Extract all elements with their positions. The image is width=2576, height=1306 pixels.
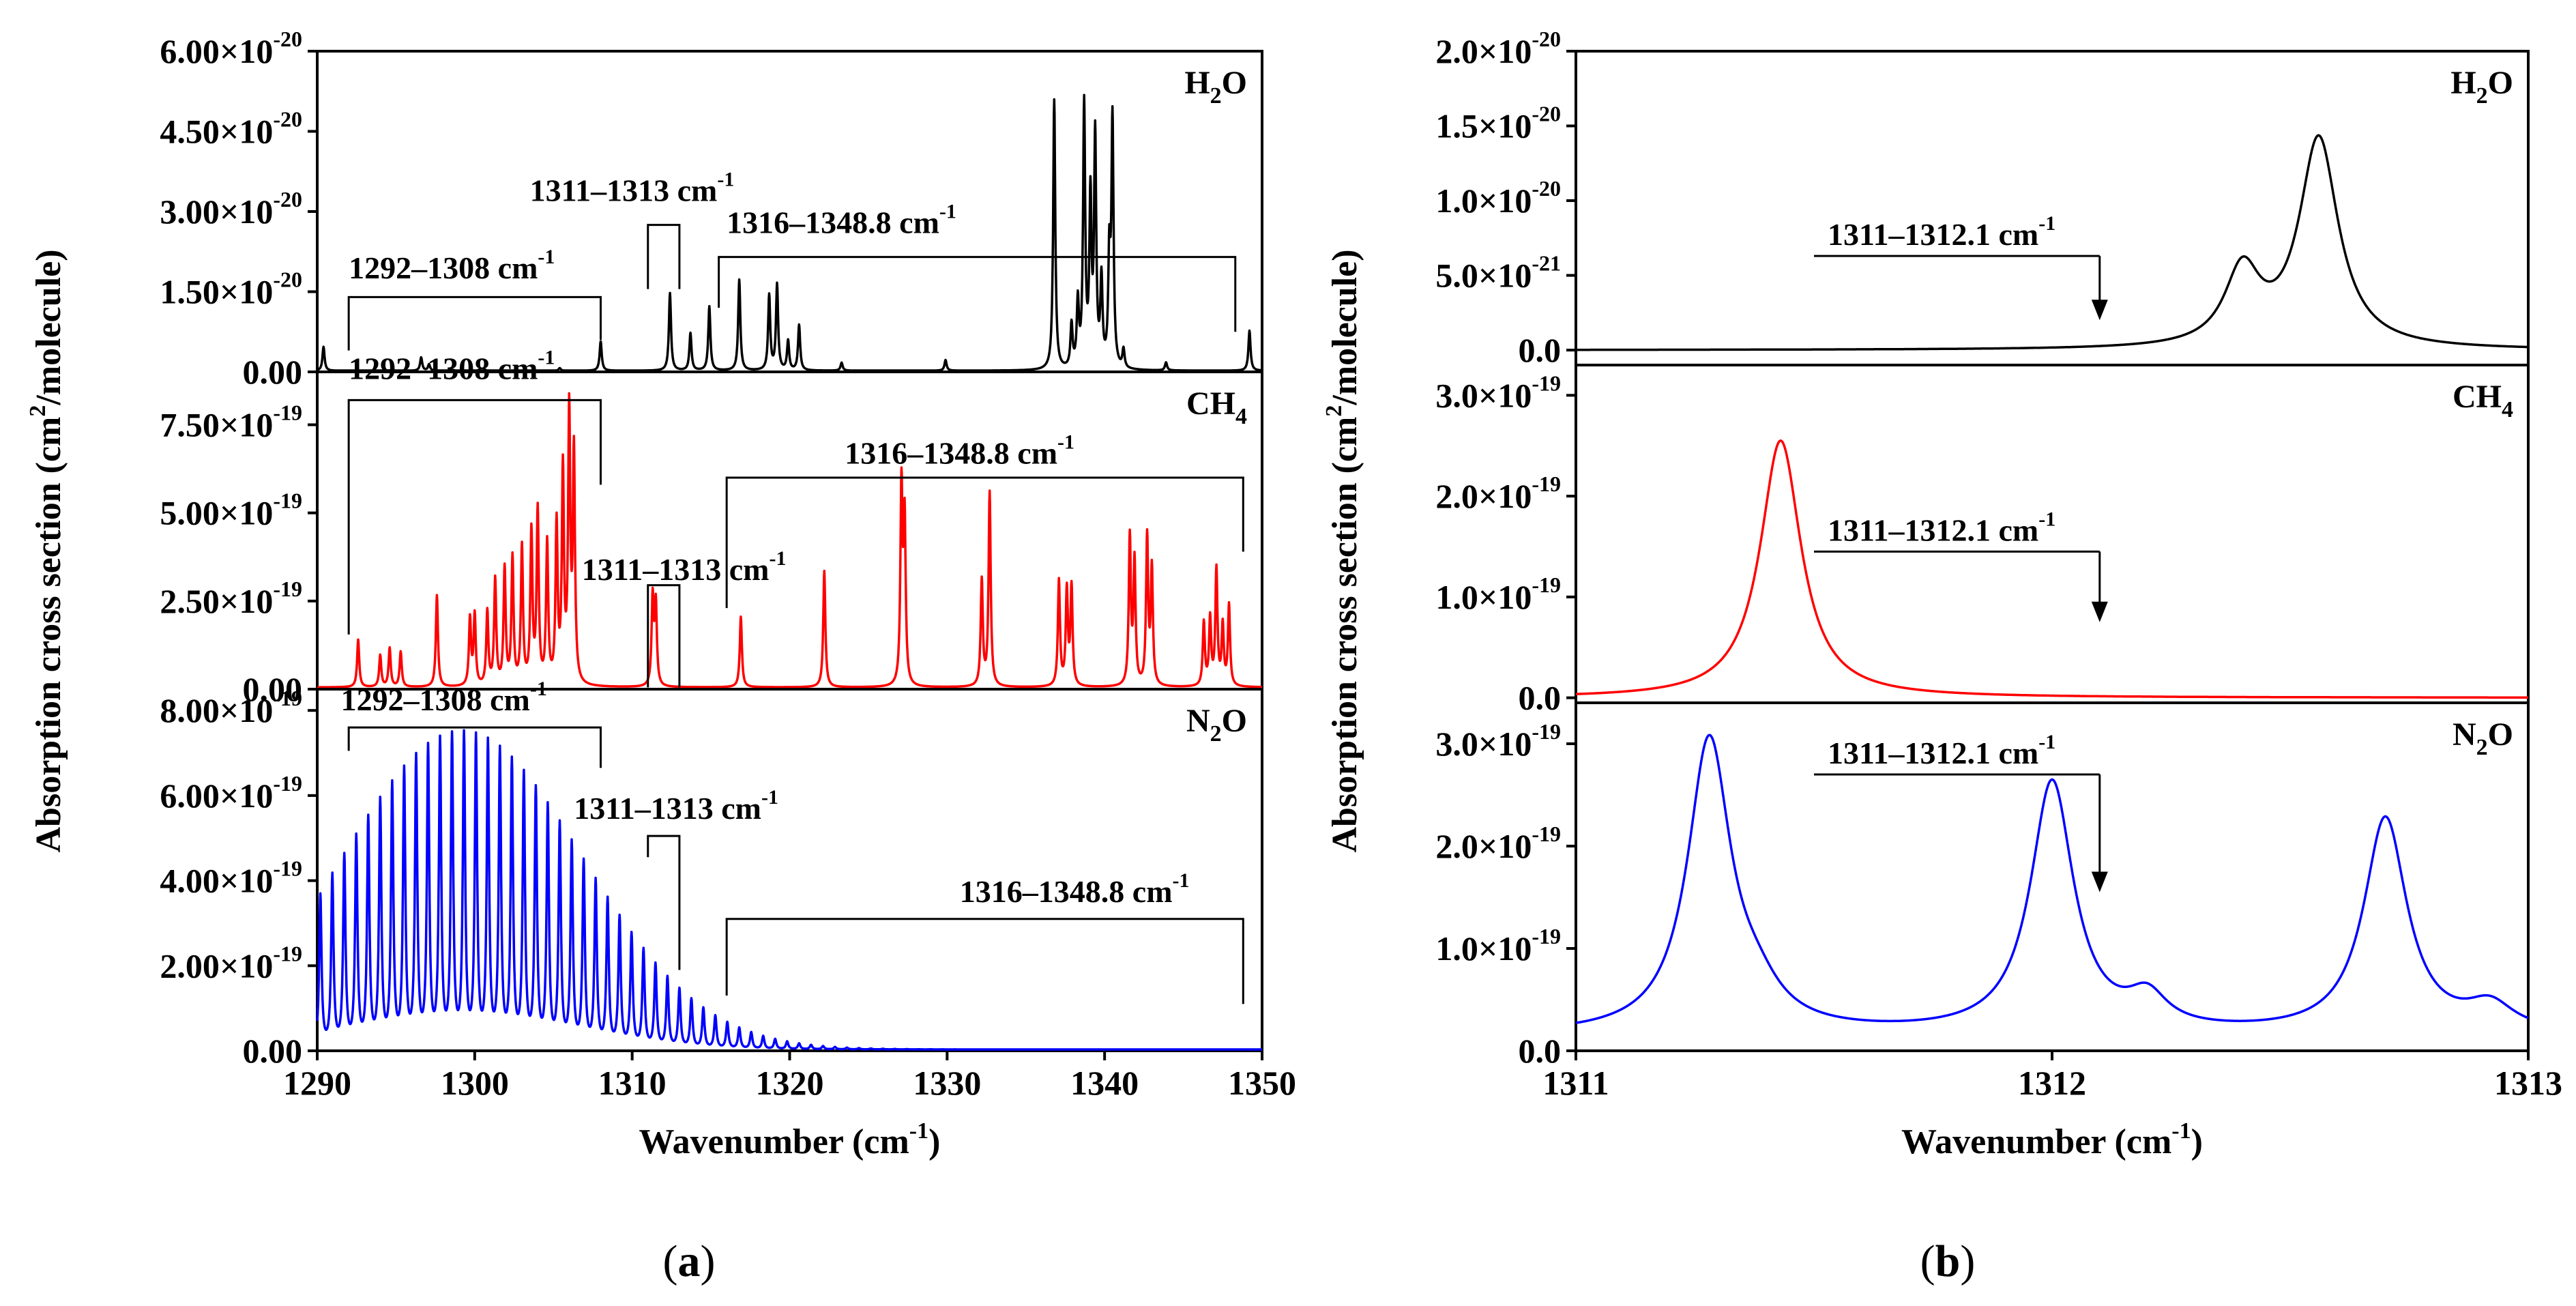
subplot-b-1: 0.0 5.0×10-21 1.0×10-20 1.5×10-20 2.0×10-20 H… [1435, 27, 2530, 369]
range-label: 1311–1313 cm-1 [530, 168, 735, 207]
plot-frame [1575, 50, 2530, 366]
y-tick-label: 3.00×10-20 [160, 187, 302, 231]
plot-frame [316, 688, 1263, 1052]
range-bracket [647, 835, 681, 970]
y-tick-label: 6.00×10-19 [160, 771, 302, 815]
y-tick-label: 4.50×10-20 [160, 107, 302, 151]
y-tick-label: 8.00×10-19 [160, 686, 302, 729]
y-tick-label: 2.00×10-19 [160, 941, 302, 985]
chart-a: 0.00 1.50×10-20 3.00×10-20 4.50×10-20 6.00×1… [25, 27, 1296, 1161]
series-line-3 [1575, 734, 2530, 1024]
window-label: 1311–1312.1 cm-1 [1828, 508, 2055, 547]
species-label: H2O [1184, 65, 1247, 108]
species-label: CH4 [1186, 386, 1247, 429]
panel-label-b: (b) [1920, 1236, 1976, 1286]
y-tick-label: 0.00 [243, 353, 303, 391]
series-line-1 [1575, 134, 2530, 351]
range-label: 1311–1313 cm-1 [582, 547, 787, 587]
plot-frame [316, 371, 1263, 691]
subplot-a-2: 0.00 2.50×10-19 5.00×10-19 7.50×10-19 CH4 129… [160, 346, 1263, 708]
range-bracket [347, 295, 602, 351]
x-tick-label: 1290 [283, 1064, 351, 1102]
y-tick-label: 0.00 [243, 670, 303, 708]
y-tick-label: 7.50×10-19 [160, 401, 302, 444]
range-label: 1316–1348.8 cm-1 [960, 869, 1190, 909]
subplot-b-2: 0.0 1.0×10-19 2.0×10-19 3.0×10-19 CH4 1311–13… [1435, 364, 2530, 717]
y-tick-label: 6.00×10-20 [160, 27, 302, 70]
x-tick-label: 1320 [756, 1064, 824, 1102]
series-line-2 [1575, 439, 2530, 699]
y-tick-label: 3.0×10-19 [1435, 371, 1561, 414]
species-label: H2O [2450, 65, 2513, 108]
y-tick-label: 2.0×10-20 [1435, 27, 1561, 70]
x-axis-label: Wavenumber (cm-1) [1901, 1118, 2203, 1161]
species-label: CH4 [2453, 379, 2513, 422]
y-tick-label: 0.0 [1519, 1032, 1562, 1070]
range-bracket [647, 224, 681, 289]
range-bracket [725, 476, 1244, 609]
y-tick-label: 2.0×10-19 [1435, 822, 1561, 865]
species-label: N2O [1186, 703, 1247, 746]
window-arrow-head [2091, 871, 2108, 893]
range-label: 1311–1313 cm-1 [574, 786, 778, 826]
x-tick-label: 1310 [598, 1064, 667, 1102]
x-tick-label: 1311 [1542, 1064, 1609, 1102]
window-label: 1311–1312.1 cm-1 [1828, 731, 2055, 770]
y-tick-label: 0.0 [1519, 331, 1562, 369]
subplot-a-1: 0.00 1.50×10-20 3.00×10-20 4.50×10-20 6.00×1… [160, 27, 1263, 391]
y-tick-label: 2.50×10-19 [160, 577, 302, 620]
chart-b: 0.0 5.0×10-21 1.0×10-20 1.5×10-20 2.0×10-20 H… [1321, 27, 2562, 1161]
range-label: 1316–1348.8 cm-1 [845, 431, 1074, 470]
x-tick-label: 1340 [1070, 1064, 1139, 1102]
range-label: 1292–1308 cm-1 [349, 246, 555, 285]
x-tick-label: 1313 [2494, 1064, 2562, 1102]
y-tick-label: 3.0×10-19 [1435, 719, 1561, 763]
plot-frame [1575, 364, 2530, 704]
x-tick-label: 1330 [913, 1064, 981, 1102]
y-tick-label: 0.0 [1519, 679, 1562, 717]
x-tick-label: 1350 [1228, 1064, 1296, 1102]
y-tick-label: 4.00×10-19 [160, 856, 302, 900]
range-label: 1316–1348.8 cm-1 [727, 200, 956, 240]
range-label: 1292–1308 cm-1 [349, 346, 555, 386]
y-axis-label: Absorption cross section (cm2/molecule) [25, 249, 68, 852]
y-axis-label: Absorption cross section (cm2/molecule) [1321, 249, 1364, 852]
y-tick-label: 1.50×10-20 [160, 267, 302, 311]
series-line-3 [316, 729, 1263, 1051]
y-tick-label: 1.0×10-19 [1435, 572, 1561, 616]
series-line-2 [316, 392, 1263, 688]
y-tick-label: 1.0×10-20 [1435, 176, 1561, 220]
window-label: 1311–1312.1 cm-1 [1828, 212, 2055, 252]
range-bracket [725, 918, 1244, 1004]
range-label: 1292–1308 cm-1 [341, 678, 547, 717]
y-tick-label: 1.5×10-20 [1435, 102, 1561, 145]
range-bracket [347, 726, 602, 768]
subplot-a-3: 0.00 2.00×10-19 4.00×10-19 6.00×10-19 8.00×1… [160, 678, 1296, 1102]
x-tick-label: 1312 [2018, 1064, 2086, 1102]
subplot-b-3: 0.0 1.0×10-19 2.0×10-19 3.0×10-19 N2O 1311–13… [1435, 701, 2562, 1102]
panel-label-a: (a) [663, 1236, 716, 1286]
range-bracket [347, 398, 602, 635]
y-tick-label: 5.0×10-21 [1435, 251, 1561, 295]
y-tick-label: 1.0×10-19 [1435, 924, 1561, 968]
range-bracket [647, 584, 681, 688]
plot-frame [1575, 701, 2530, 1052]
x-axis-label: Wavenumber (cm-1) [639, 1118, 941, 1161]
window-arrow-head [2091, 601, 2108, 622]
y-tick-label: 0.00 [243, 1032, 303, 1070]
y-tick-label: 2.0×10-19 [1435, 471, 1561, 515]
x-tick-label: 1300 [441, 1064, 509, 1102]
y-tick-label: 5.00×10-19 [160, 489, 302, 532]
window-arrow-head [2091, 300, 2108, 321]
range-bracket [718, 256, 1237, 332]
species-label: N2O [2453, 716, 2513, 760]
